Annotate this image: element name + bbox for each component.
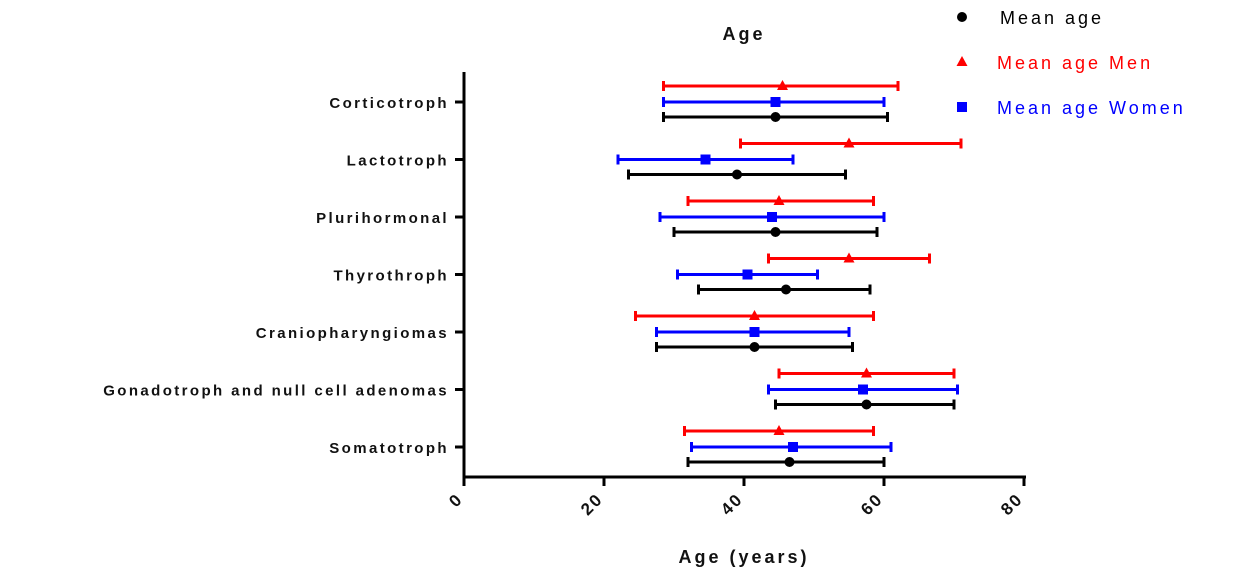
chart-title: Age [722, 24, 765, 44]
mean-marker [749, 327, 760, 337]
error-bar [676, 269, 819, 280]
error-bar [662, 112, 889, 122]
mean-marker [843, 137, 855, 148]
x-axis-label: Age (years) [678, 547, 809, 567]
mean-marker [777, 80, 788, 90]
mean-marker [788, 442, 798, 452]
error-bar [697, 284, 872, 295]
error-bar [655, 327, 851, 337]
mean-marker [858, 384, 868, 395]
legend-marker [957, 12, 967, 22]
error-bar [767, 384, 959, 395]
error-bar [658, 212, 886, 222]
category-label: Craniopharyngiomas [256, 325, 449, 342]
category-label: Thyrothroph [333, 268, 449, 285]
x-tick-labels: 0 20 40 60 80 [445, 477, 1027, 519]
error-bar [655, 342, 854, 352]
x-tick-label: 20 [577, 489, 607, 519]
error-bar [616, 154, 795, 165]
mean-marker [732, 169, 742, 180]
category-labels: Corticotroph Lactotroph Plurihormonal Thyro… [103, 95, 464, 457]
error-bar [767, 252, 931, 264]
x-tick-label: 0 [445, 489, 467, 511]
error-bar [690, 442, 893, 452]
legend: Mean age Mean age Men Mean age Women [956, 8, 1186, 118]
x-tick-label: 60 [857, 489, 887, 519]
mean-marker [742, 269, 753, 280]
category-label: Corticotroph [329, 95, 449, 112]
plot-area [616, 80, 963, 467]
legend-marker [956, 56, 968, 66]
error-bar [774, 399, 956, 410]
error-bar [672, 227, 879, 237]
mean-marker [861, 399, 872, 410]
error-bar [627, 169, 847, 180]
error-bar [686, 195, 875, 206]
legend-marker [957, 102, 967, 112]
legend-label: Mean age Women [997, 98, 1186, 118]
legend-label: Mean age Men [997, 53, 1153, 73]
mean-marker [749, 342, 760, 352]
mean-marker [784, 457, 795, 467]
mean-marker [767, 212, 777, 222]
x-tick-label: 40 [717, 489, 747, 519]
error-bar [662, 80, 900, 91]
mean-marker [773, 425, 785, 435]
mean-marker [843, 252, 855, 263]
error-bar [777, 367, 956, 379]
error-bar [739, 137, 963, 149]
mean-marker [749, 310, 760, 320]
mean-marker [770, 112, 781, 122]
error-bar [686, 457, 886, 467]
category-label: Gonadotroph and null cell adenomas [103, 383, 449, 400]
legend-label: Mean age [1000, 8, 1104, 28]
mean-marker [770, 97, 781, 107]
error-bar [634, 310, 875, 321]
category-label: Somatotroph [329, 440, 449, 457]
category-label: Lactotroph [347, 153, 449, 170]
error-bar [683, 425, 875, 436]
mean-marker [781, 284, 791, 295]
x-tick-label: 80 [997, 489, 1027, 519]
mean-marker [770, 227, 781, 237]
category-label: Plurihormonal [316, 210, 449, 227]
error-bar [662, 97, 886, 107]
mean-marker [861, 367, 872, 378]
mean-marker [700, 154, 711, 165]
mean-marker [773, 195, 785, 205]
